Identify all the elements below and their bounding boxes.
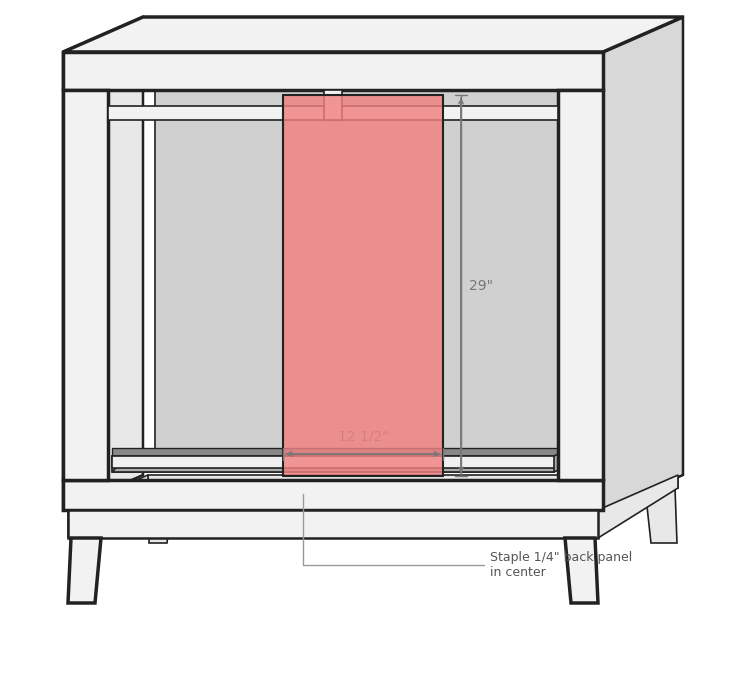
- Polygon shape: [283, 95, 443, 476]
- Text: 12 1/2": 12 1/2": [338, 430, 388, 444]
- Polygon shape: [112, 456, 554, 472]
- Polygon shape: [558, 90, 603, 480]
- Polygon shape: [63, 52, 603, 90]
- Polygon shape: [68, 538, 101, 603]
- Polygon shape: [68, 510, 598, 538]
- Polygon shape: [148, 475, 678, 488]
- Polygon shape: [554, 444, 580, 472]
- Polygon shape: [112, 462, 564, 472]
- Polygon shape: [108, 106, 558, 120]
- Polygon shape: [155, 29, 671, 463]
- Polygon shape: [645, 488, 677, 543]
- Polygon shape: [598, 475, 678, 538]
- Polygon shape: [63, 480, 603, 510]
- Text: Staple 1/4" back panel
in center: Staple 1/4" back panel in center: [303, 494, 632, 579]
- Polygon shape: [63, 17, 143, 510]
- Polygon shape: [112, 456, 569, 468]
- Polygon shape: [63, 17, 683, 52]
- Text: 29": 29": [469, 279, 493, 293]
- Polygon shape: [149, 488, 173, 543]
- Polygon shape: [603, 17, 683, 510]
- Polygon shape: [565, 538, 598, 603]
- Polygon shape: [68, 475, 148, 538]
- Polygon shape: [63, 90, 108, 480]
- Polygon shape: [324, 90, 342, 120]
- Polygon shape: [112, 448, 579, 456]
